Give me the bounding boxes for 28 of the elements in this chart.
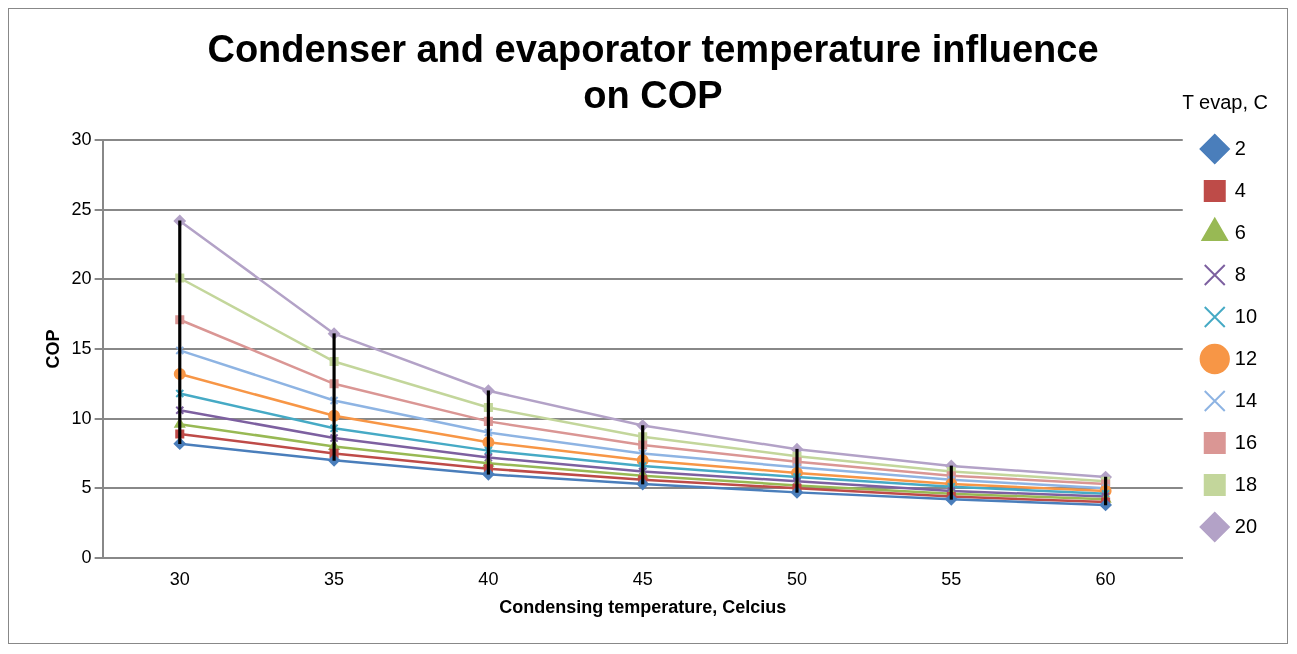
x-axis-title: Condensing temperature, Celcius (499, 597, 787, 618)
legend-label: 4 (1234, 178, 1246, 201)
y-tick-label: 25 (71, 198, 92, 219)
chart-title: Condenser and evaporator temperature influence on COP (207, 28, 1099, 116)
legend-label: 14 (1234, 388, 1257, 411)
y-tick-label: 0 (81, 546, 92, 567)
legend-label: 18 (1234, 472, 1257, 495)
x-tick-label: 40 (478, 568, 499, 589)
legend-label: 10 (1234, 304, 1257, 327)
y-tick-label: 20 (71, 268, 92, 289)
legend-label: 8 (1234, 262, 1246, 285)
x-tick-label: 35 (324, 568, 345, 589)
x-tick-label: 50 (786, 568, 808, 589)
legend-label: 2 (1234, 136, 1246, 159)
legend-title: T evap, C (1181, 90, 1269, 113)
y-tick-label: 30 (71, 129, 92, 150)
x-tick-label: 45 (632, 568, 653, 589)
y-tick-label: 10 (71, 407, 92, 428)
y-axis-title: COP (42, 329, 63, 369)
legend-label: 20 (1234, 514, 1257, 537)
x-tick-label: 55 (941, 568, 962, 589)
legend-label: 16 (1234, 430, 1257, 453)
y-tick-label: 5 (81, 477, 92, 498)
y-tick-label: 15 (71, 337, 92, 358)
x-tick-label: 30 (169, 568, 190, 589)
legend-label: 6 (1234, 220, 1246, 243)
legend-label: 12 (1234, 346, 1257, 369)
x-tick-label: 60 (1095, 568, 1116, 589)
